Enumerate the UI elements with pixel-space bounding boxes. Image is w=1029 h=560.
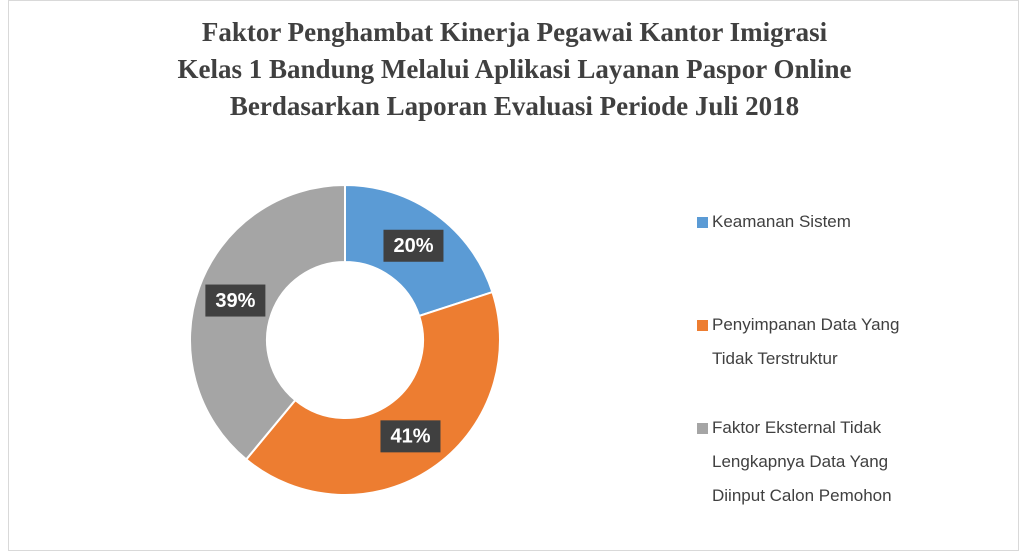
legend-label: Penyimpanan Data Yang Tidak Terstruktur (712, 315, 900, 368)
legend-swatch (697, 320, 708, 331)
data-label-box (383, 229, 444, 262)
data-label-box (380, 420, 441, 453)
chart-title: Faktor Penghambat Kinerja Pegawai Kantor… (177, 17, 852, 121)
data-label: 39% (215, 290, 255, 312)
data-label: 20% (393, 235, 433, 257)
legend-label: Faktor Eksternal Tidak Lengkapnya Data Y… (712, 418, 892, 505)
legend-label: Keamanan Sistem (712, 212, 851, 231)
donut-slice (189, 183, 346, 461)
chart-frame (8, 0, 1019, 551)
data-label: 41% (390, 426, 430, 448)
legend-swatch (697, 217, 708, 228)
legend-swatch (697, 423, 708, 434)
data-label-box (205, 284, 266, 317)
